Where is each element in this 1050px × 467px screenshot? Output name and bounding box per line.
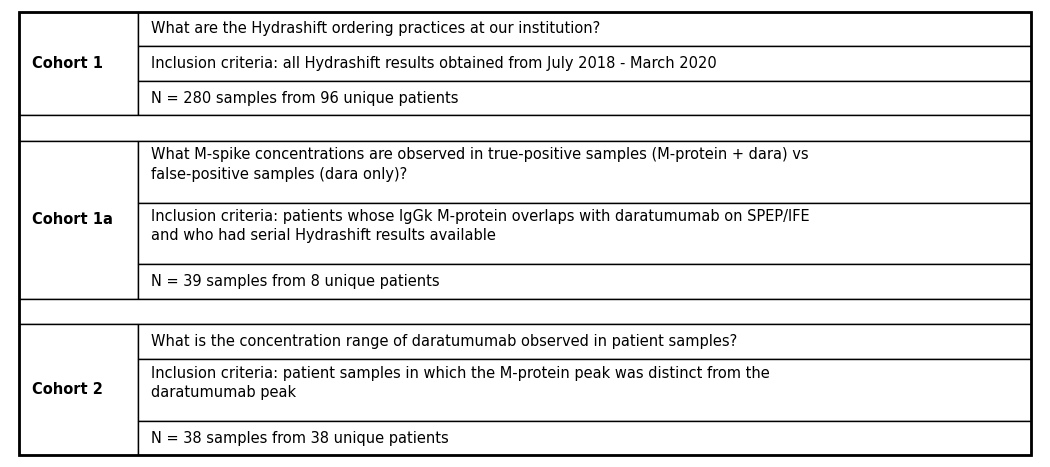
Bar — [139, 325, 1031, 359]
Bar — [19, 325, 139, 455]
Bar — [19, 299, 1031, 325]
Text: Inclusion criteria: patient samples in which the M-protein peak was distinct fro: Inclusion criteria: patient samples in w… — [151, 366, 770, 400]
Bar — [139, 421, 1031, 455]
Bar — [19, 115, 1031, 141]
Bar — [139, 46, 1031, 81]
Bar — [139, 264, 1031, 299]
Bar — [139, 141, 1031, 203]
Text: N = 280 samples from 96 unique patients: N = 280 samples from 96 unique patients — [151, 91, 459, 106]
Bar — [139, 81, 1031, 115]
Text: Inclusion criteria: all Hydrashift results obtained from July 2018 - March 2020: Inclusion criteria: all Hydrashift resul… — [151, 56, 717, 71]
Text: What M-spike concentrations are observed in true-positive samples (M-protein + d: What M-spike concentrations are observed… — [151, 147, 808, 182]
Bar — [19, 12, 139, 115]
Text: Cohort 2: Cohort 2 — [32, 382, 103, 397]
Bar — [139, 359, 1031, 421]
Text: Cohort 1a: Cohort 1a — [32, 212, 112, 227]
Bar — [139, 12, 1031, 46]
Text: Inclusion criteria: patients whose IgGk M-protein overlaps with daratumumab on S: Inclusion criteria: patients whose IgGk … — [151, 209, 810, 243]
Text: Cohort 1: Cohort 1 — [32, 56, 103, 71]
Text: What are the Hydrashift ordering practices at our institution?: What are the Hydrashift ordering practic… — [151, 21, 601, 36]
Text: N = 39 samples from 8 unique patients: N = 39 samples from 8 unique patients — [151, 274, 440, 289]
Bar — [139, 203, 1031, 264]
Text: What is the concentration range of daratumumab observed in patient samples?: What is the concentration range of darat… — [151, 334, 737, 349]
Bar — [19, 141, 139, 299]
Text: N = 38 samples from 38 unique patients: N = 38 samples from 38 unique patients — [151, 431, 448, 446]
